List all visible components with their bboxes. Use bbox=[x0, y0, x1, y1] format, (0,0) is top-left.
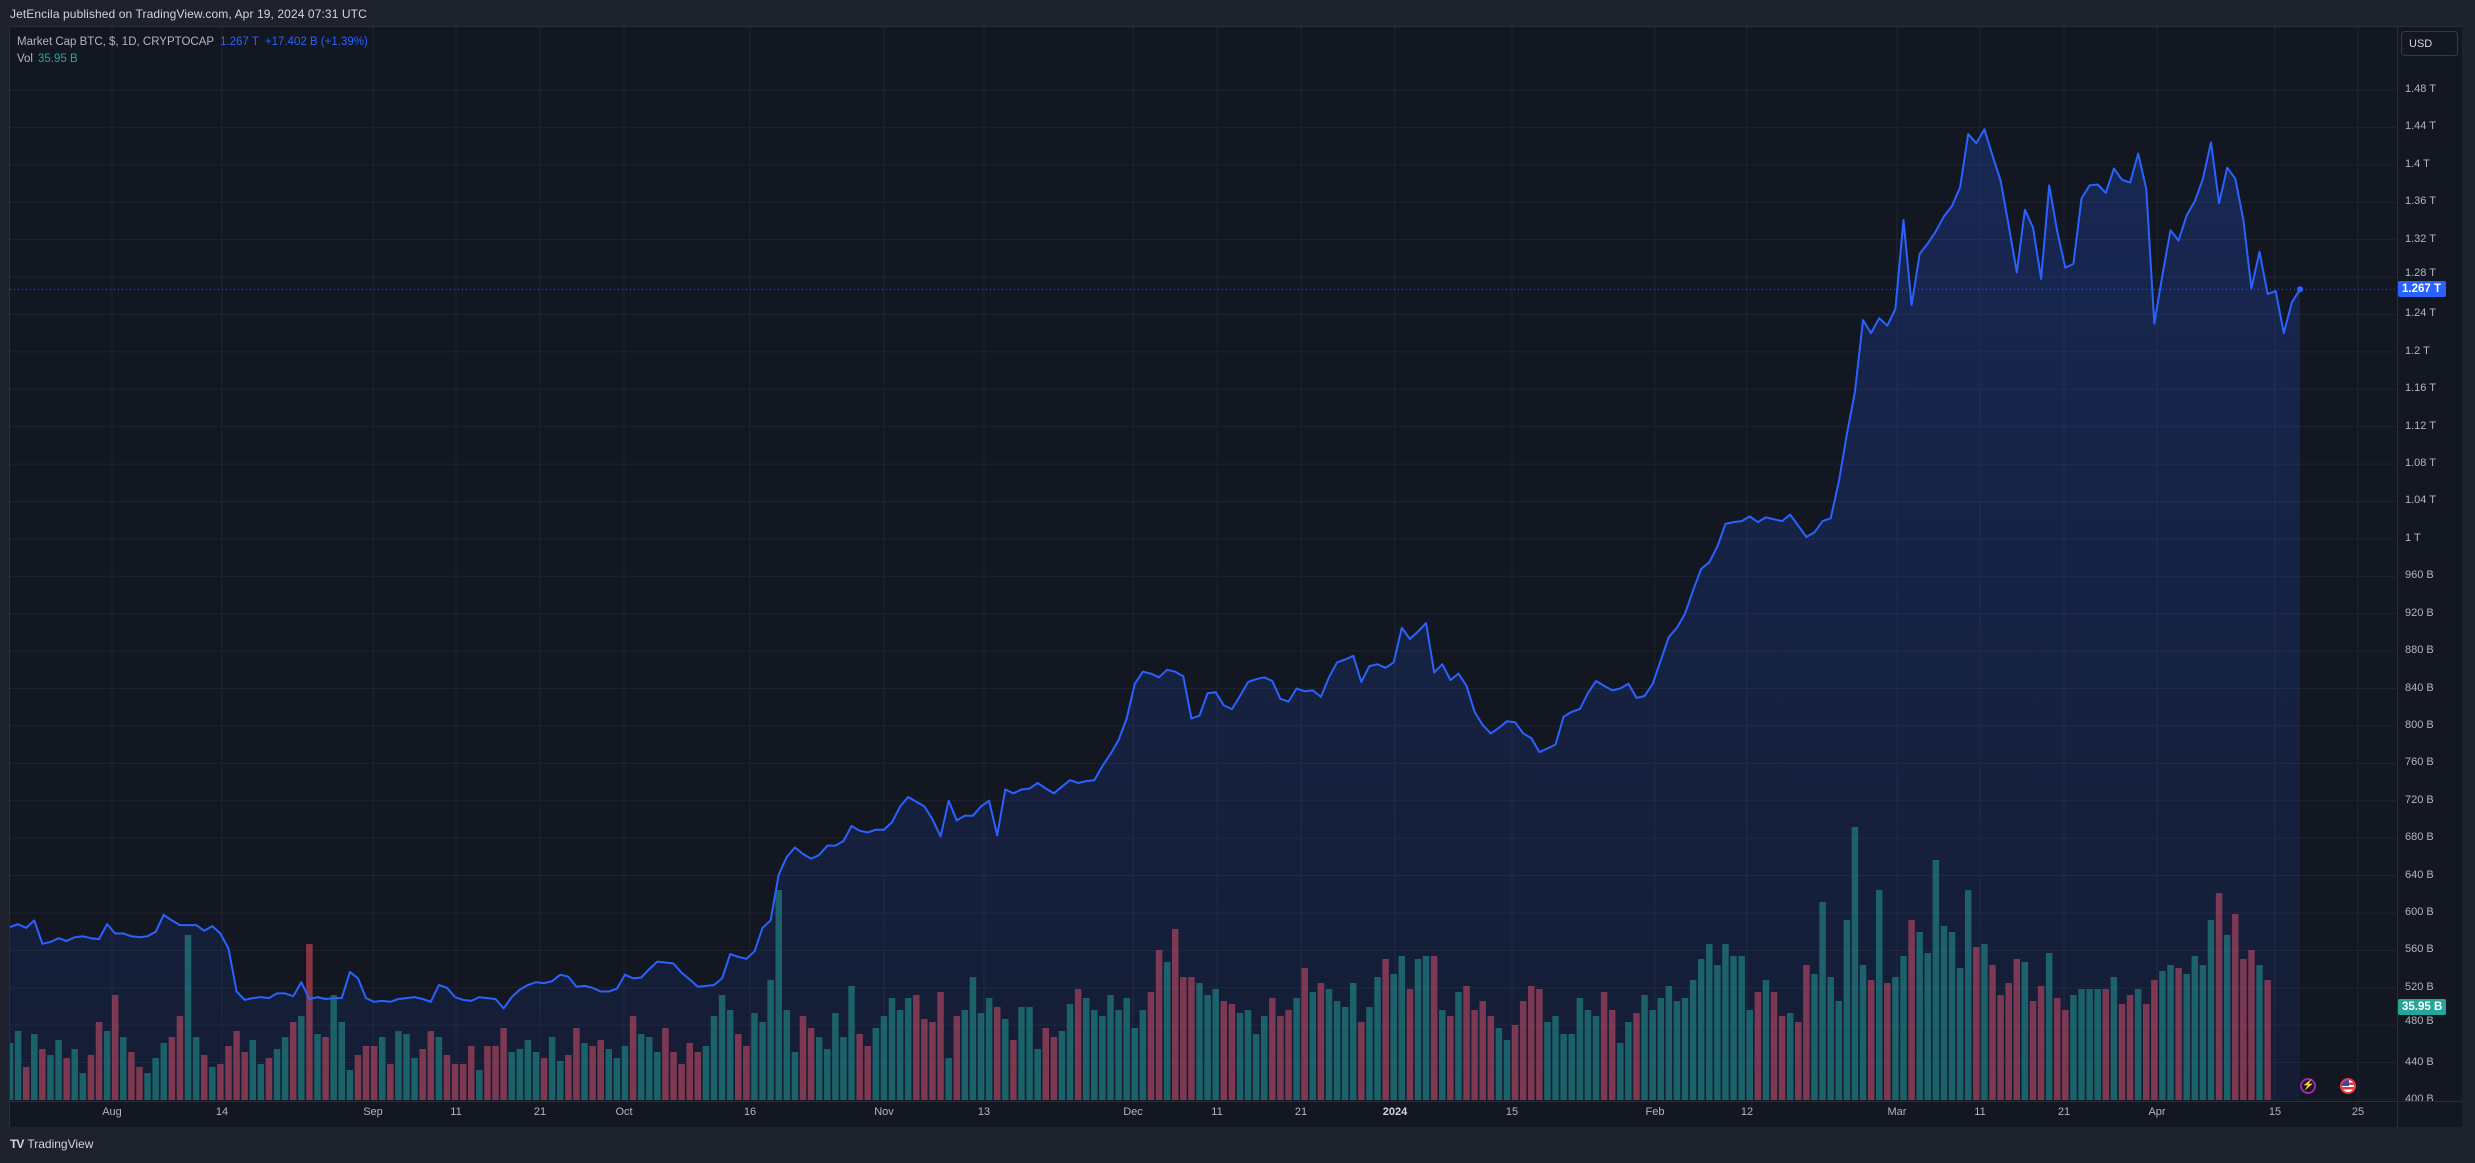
legend-main-series[interactable]: Market Cap BTC, $, 1D, CRYPTOCAP 1.267 T +… bbox=[17, 34, 368, 51]
time-tick-label: Aug bbox=[102, 1106, 122, 1118]
price-tick-label: 680 B bbox=[2405, 831, 2434, 844]
price-tick-label: 1.12 T bbox=[2405, 419, 2436, 432]
time-tick-label: 15 bbox=[1505, 1106, 1519, 1118]
time-tick-label: 25 bbox=[2351, 1106, 2365, 1118]
time-tick-label: Oct bbox=[615, 1106, 633, 1118]
price-tick-label: 1.2 T bbox=[2405, 344, 2430, 357]
chart-legend: Market Cap BTC, $, 1D, CRYPTOCAP 1.267 T +… bbox=[17, 34, 368, 68]
price-tick-label: 1.28 T bbox=[2405, 267, 2436, 280]
tradingview-logo-icon: TV bbox=[10, 1137, 24, 1151]
price-tick-label: 1.44 T bbox=[2405, 120, 2436, 133]
price-tick-label: 760 B bbox=[2405, 756, 2434, 769]
time-tick-label: Feb bbox=[1645, 1106, 1665, 1118]
price-scale[interactable] bbox=[2397, 27, 2462, 1100]
price-tick-label: 1.16 T bbox=[2405, 382, 2436, 395]
price-tick-label: 960 B bbox=[2405, 569, 2434, 582]
price-tick-label: 1.04 T bbox=[2405, 494, 2436, 507]
time-axis[interactable] bbox=[10, 1101, 2396, 1127]
price-tick-label: 840 B bbox=[2405, 681, 2434, 694]
price-tick-label: 1.24 T bbox=[2405, 307, 2436, 320]
time-tick-label: 2024 bbox=[1382, 1106, 1408, 1118]
time-tick-label: 11 bbox=[1211, 1106, 1223, 1118]
time-tick-label: 11 bbox=[1974, 1106, 1986, 1118]
price-tick-label: 1.4 T bbox=[2405, 157, 2430, 170]
currency-button[interactable]: USD bbox=[2401, 31, 2458, 56]
time-tick-label: 21 bbox=[1294, 1106, 1308, 1118]
time-tick-label: 21 bbox=[533, 1106, 547, 1118]
lightning-event-icon[interactable]: ⚡ bbox=[2300, 1078, 2316, 1094]
price-tick-label: 800 B bbox=[2405, 718, 2434, 731]
legend-symbol: Market Cap BTC, $, 1D, CRYPTOCAP bbox=[17, 36, 215, 48]
publisher-bar: JetEncila published on TradingView.com, … bbox=[0, 0, 2475, 26]
price-tick-label: 480 B bbox=[2405, 1015, 2434, 1028]
legend-volume[interactable]: Vol 35.95 B bbox=[17, 51, 368, 68]
time-tick-label: 14 bbox=[215, 1106, 229, 1118]
legend-vol-label: Vol bbox=[17, 53, 33, 65]
legend-change: +17.402 B (+1.39%) bbox=[264, 36, 368, 48]
time-tick-label: 15 bbox=[2268, 1106, 2282, 1118]
chart-plot-area[interactable] bbox=[10, 27, 2396, 1100]
time-tick-label: 12 bbox=[1740, 1106, 1754, 1118]
price-tick-label: 560 B bbox=[2405, 943, 2434, 956]
price-tick-label: 1.48 T bbox=[2405, 83, 2436, 95]
volume-badge: 35.95 B bbox=[2398, 999, 2446, 1015]
us-flag-event-icon[interactable] bbox=[2340, 1078, 2356, 1094]
legend-last-value: 1.267 T bbox=[220, 36, 259, 48]
price-tick-label: 640 B bbox=[2405, 868, 2434, 881]
price-tick-label: 920 B bbox=[2405, 606, 2434, 619]
tradingview-brand: TradingView bbox=[27, 1137, 94, 1151]
time-tick-label: Sep bbox=[363, 1106, 383, 1118]
time-tick-label: Dec bbox=[1123, 1106, 1143, 1118]
price-tick-label: 720 B bbox=[2405, 793, 2434, 806]
price-tick-label: 1.36 T bbox=[2405, 195, 2436, 208]
price-tick-label: 600 B bbox=[2405, 905, 2434, 918]
legend-vol-value: 35.95 B bbox=[38, 53, 78, 65]
last-price-badge: 1.267 T bbox=[2398, 281, 2446, 298]
price-tick-label: 1.32 T bbox=[2405, 232, 2436, 245]
tradingview-logo[interactable]: TV TradingView bbox=[10, 1137, 93, 1151]
time-tick-label: Mar bbox=[1887, 1106, 1907, 1118]
price-tick-label: 880 B bbox=[2405, 644, 2434, 657]
time-tick-label: Apr bbox=[2148, 1106, 2166, 1118]
time-tick-label: Nov bbox=[874, 1106, 894, 1118]
market-cap-area-chart bbox=[10, 27, 2396, 1100]
price-tick-label: 1.08 T bbox=[2405, 457, 2436, 470]
price-tick-label: 1 T bbox=[2405, 531, 2421, 544]
publisher-line: JetEncila published on TradingView.com, … bbox=[10, 7, 367, 21]
price-tick-label: 440 B bbox=[2405, 1055, 2434, 1068]
time-tick-label: 16 bbox=[743, 1106, 757, 1118]
axis-corner bbox=[2397, 1101, 2462, 1127]
time-tick-label: 11 bbox=[450, 1106, 462, 1118]
time-tick-label: 13 bbox=[977, 1106, 991, 1118]
price-tick-label: 520 B bbox=[2405, 980, 2434, 993]
time-tick-label: 21 bbox=[2057, 1106, 2071, 1118]
